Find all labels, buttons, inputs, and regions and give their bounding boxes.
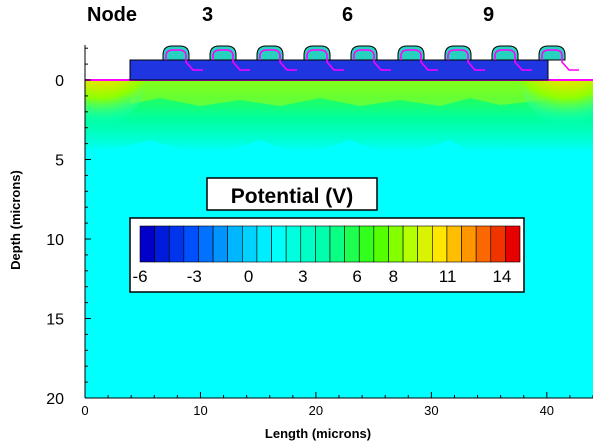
gate-oxide-outline xyxy=(353,49,391,71)
gate-electrode xyxy=(209,45,237,61)
colorbar-cell xyxy=(212,225,228,263)
colorbar-cell xyxy=(505,225,521,263)
x-tick-label: 30 xyxy=(424,403,438,418)
colorbar-cell xyxy=(388,225,404,263)
gate-oxide-outline xyxy=(212,49,250,71)
gate-electrode xyxy=(256,45,284,61)
colorbar-cell xyxy=(432,225,448,263)
colorbar-cell xyxy=(198,225,214,263)
gate-oxide-outline xyxy=(541,49,579,71)
colorbar-cell xyxy=(461,225,477,263)
colorbar-cell xyxy=(446,225,462,263)
edge-region-right xyxy=(521,80,593,125)
legend-title-box xyxy=(206,177,378,211)
y-ticks: 0 5 10 15 20 xyxy=(46,47,91,408)
x-tick-label: 20 xyxy=(309,403,323,418)
x-tick-label: 0 xyxy=(81,403,88,418)
colorbar-cell xyxy=(475,225,492,263)
colorbar-cell xyxy=(402,225,418,263)
colorbar-cell xyxy=(168,225,185,263)
colorbar-cell xyxy=(358,225,375,263)
colorbar-tick-label: -6 xyxy=(132,267,147,286)
y-axis-label: Depth (microns) xyxy=(8,170,23,270)
x-tick-label: 10 xyxy=(193,403,207,418)
potential-field xyxy=(85,80,593,398)
colorbar-tick-label: 14 xyxy=(492,267,511,286)
colorbar-cell xyxy=(373,225,389,263)
colorbar xyxy=(139,225,521,263)
node-number-9: 9 xyxy=(483,4,495,26)
y-tick-label: 15 xyxy=(46,312,64,329)
colorbar-tick-label: 8 xyxy=(389,267,398,286)
colorbar-cell xyxy=(227,225,243,263)
gate-oxide-outline xyxy=(400,49,438,71)
node-title: Node xyxy=(87,4,137,26)
x-ticks: 0 10 20 30 40 xyxy=(81,392,593,418)
gate-electrode xyxy=(491,45,519,61)
gate-electrode xyxy=(162,45,190,61)
gate-electrode xyxy=(444,45,472,61)
gate-oxide-outline xyxy=(447,49,485,71)
colorbar-tick-label: -3 xyxy=(187,267,202,286)
colorbar-cell xyxy=(344,225,360,263)
gate-electrode xyxy=(350,45,378,61)
x-axis-label: Length (microns) xyxy=(265,426,371,441)
colorbar-cell xyxy=(183,225,199,263)
legend: Potential (V) -6 -3 0 3 6 8 11 14 xyxy=(129,177,525,293)
colorbar-cell xyxy=(300,225,316,263)
colorbar-cell xyxy=(154,225,170,263)
colorbar-tick-label: 6 xyxy=(352,267,361,286)
colorbar-tick-label: 0 xyxy=(244,267,253,286)
gate-oxide-outline xyxy=(306,49,344,71)
colorbar-cell xyxy=(242,225,258,263)
colorbar-tick-labels: -6 -3 0 3 6 8 11 14 xyxy=(132,267,511,286)
y-tick-label: 20 xyxy=(46,391,64,408)
gate-electrode xyxy=(397,45,425,61)
surface-channel-core xyxy=(130,80,545,106)
colorbar-tick-label: 3 xyxy=(298,267,307,286)
colorbar-cell xyxy=(139,225,155,263)
colorbar-cell xyxy=(256,225,272,263)
colorbar-cell xyxy=(315,225,331,263)
colorbar-cell xyxy=(490,225,506,263)
edge-region-left xyxy=(85,80,145,125)
y-tick-label: 0 xyxy=(55,73,64,90)
colorbar-cell xyxy=(329,225,345,263)
gate-oxide-outline xyxy=(259,49,297,71)
colorbar-cell xyxy=(285,225,302,263)
gate-electrode xyxy=(538,45,566,61)
colorbar-cell xyxy=(417,225,433,263)
gate-structure xyxy=(129,45,579,81)
y-tick-label: 5 xyxy=(55,153,64,170)
gate-oxide-outline xyxy=(165,49,203,71)
legend-title: Potential (V) xyxy=(231,185,354,208)
node-number-3: 3 xyxy=(202,4,214,26)
x-tick-label: 40 xyxy=(540,403,554,418)
node-number-6: 6 xyxy=(342,4,354,26)
gate-oxide-outline xyxy=(494,49,532,71)
colorbar-tick-label: 11 xyxy=(439,267,457,286)
y-tick-label: 10 xyxy=(46,232,64,249)
colorbar-cell xyxy=(271,225,287,263)
gate-electrode xyxy=(303,45,331,61)
